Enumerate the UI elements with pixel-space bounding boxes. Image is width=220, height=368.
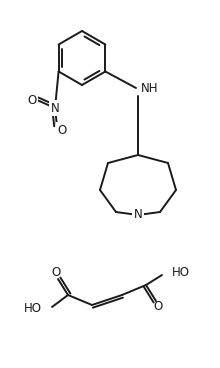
Text: O: O xyxy=(51,266,61,280)
Text: N: N xyxy=(134,209,142,222)
Text: HO: HO xyxy=(172,266,190,280)
Text: O: O xyxy=(27,93,37,106)
Text: N: N xyxy=(51,102,59,114)
Text: O: O xyxy=(153,301,163,314)
Text: HO: HO xyxy=(24,302,42,315)
Text: O: O xyxy=(57,124,67,137)
Text: NH: NH xyxy=(141,81,158,95)
